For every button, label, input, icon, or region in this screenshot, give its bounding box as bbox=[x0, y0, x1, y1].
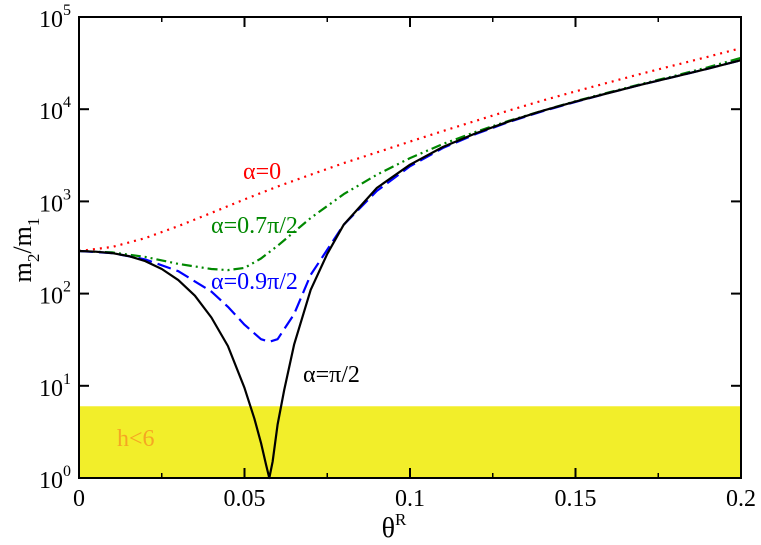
y-tick-label: 105 bbox=[39, 2, 71, 33]
y-tick-label: 103 bbox=[39, 186, 71, 217]
annotation-alpha-pi-2: α=π/2 bbox=[303, 362, 360, 388]
series-line-alpha10 bbox=[78, 59, 742, 480]
x-tick-label: 0.1 bbox=[395, 486, 425, 512]
x-tick-label: 0.05 bbox=[224, 486, 266, 512]
region-h-lt-6 bbox=[79, 406, 741, 478]
y-tick-label: 101 bbox=[39, 371, 71, 402]
annotation-h-lt-6: h<6 bbox=[117, 426, 155, 452]
y-tick-label: 102 bbox=[39, 279, 71, 310]
annotation-alpha-0.9pi-2: α=0.9π/2 bbox=[211, 269, 298, 295]
x-axis-label: θR bbox=[382, 510, 407, 544]
y-tick-label: 100 bbox=[39, 463, 71, 494]
series-line-alpha0 bbox=[78, 47, 742, 253]
annotation-alpha-0: α=0 bbox=[243, 159, 281, 185]
y-tick-label: 104 bbox=[39, 94, 71, 125]
x-tick-label: 0.15 bbox=[555, 486, 597, 512]
series-line-alpha09 bbox=[78, 59, 742, 343]
x-tick-label: 0 bbox=[73, 486, 85, 512]
annotation-alpha-0.7pi-2: α=0.7π/2 bbox=[211, 213, 298, 239]
y-axis-label: m2/m1 bbox=[8, 218, 43, 283]
x-tick-label: 0.2 bbox=[726, 486, 756, 512]
